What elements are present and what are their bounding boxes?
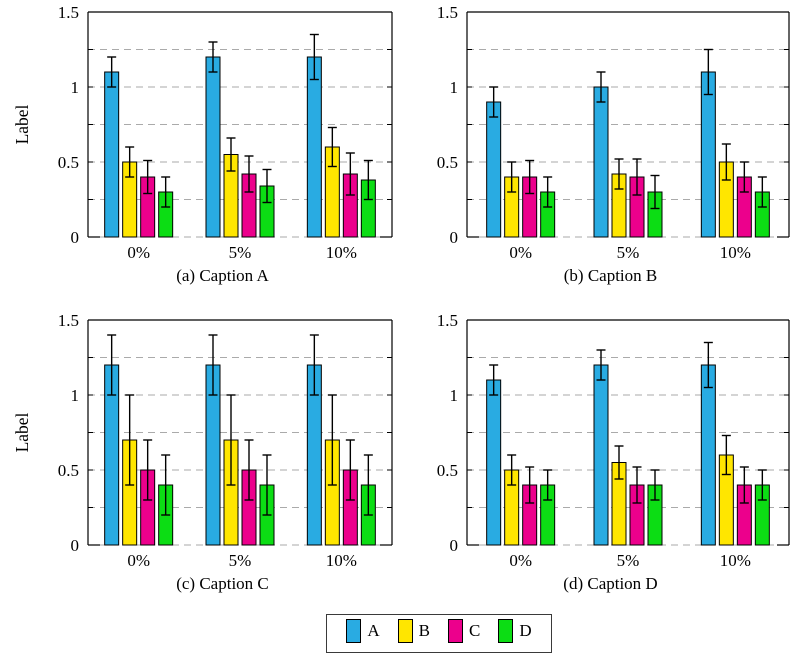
chart-caption-b: (b) Caption B [563,266,658,285]
bar-chart-a: 0 0.5 1 1.5 Label 0% 5% 10% [12,3,393,262]
legend-item-B: B [397,619,430,643]
legend-label: B [418,621,430,640]
bar-A-10% [306,56,322,238]
y-tick-label: 1.5 [58,3,79,22]
y-tick-label: 1.5 [437,311,458,330]
chart-grid: 0 0.5 1 1.5 Label 0% 5% 10% (a) Caption A 0 0.5 1… [0,0,794,594]
bar-A-10% [700,71,716,238]
subplot-c: 0 0.5 1 1.5 Label 0% 5% 10% (c) Caption C [0,308,397,594]
legend-swatch-C [448,619,463,643]
legend-item-C: C [448,619,480,643]
bar-A-5% [593,86,609,238]
legend: A B C D [326,614,552,653]
x-tick-label: 10% [720,551,751,570]
subplot-a: 0 0.5 1 1.5 Label 0% 5% 10% (a) Caption A [0,0,397,286]
y-tick-label: 1.5 [58,311,79,330]
x-tick-label: 5% [229,243,252,262]
y-tick-label: 0 [450,228,459,247]
x-tick-label: 10% [326,243,357,262]
bar-A-0% [486,101,502,238]
y-tick-label: 0 [450,536,459,555]
y-axis-label: Label [12,104,32,144]
legend-item-D: D [498,619,532,643]
legend-label: D [519,621,532,640]
chart-caption-d: (d) Caption D [563,574,658,593]
bar-A-0% [104,71,120,238]
bar-chart-b: 0 0.5 1 1.5 0% 5% 10% [437,3,790,262]
subplot-b-figure: 0 0.5 1 1.5 0% 5% 10% (b) Caption B [397,0,794,286]
x-tick-label: 0% [509,243,532,262]
x-tick-label: 5% [617,551,640,570]
x-tick-label: 5% [617,243,640,262]
legend-swatch-A [346,619,362,643]
legend-swatch-D [498,619,514,643]
x-tick-label: 5% [229,551,252,570]
y-tick-label: 0.5 [437,153,458,172]
y-tick-label: 0.5 [437,461,458,480]
legend-label: A [367,621,380,640]
y-tick-label: 0.5 [58,461,79,480]
y-tick-label: 1 [450,78,459,97]
subplot-c-figure: 0 0.5 1 1.5 Label 0% 5% 10% (c) Caption C [0,308,397,594]
bar-A-0% [486,379,502,546]
x-tick-label: 10% [720,243,751,262]
y-tick-label: 0 [71,536,80,555]
subplot-d: 0 0.5 1 1.5 0% 5% 10% (d) Caption D [397,308,794,594]
subplot-a-figure: 0 0.5 1 1.5 Label 0% 5% 10% (a) Caption A [0,0,397,286]
bar-A-5% [205,56,221,238]
legend-row: A B C D [0,614,794,653]
legend-swatch-B [397,619,413,643]
x-tick-label: 0% [127,243,150,262]
legend-item-A: A [346,619,380,643]
y-tick-label: 1.5 [437,3,458,22]
y-tick-label: 1 [71,386,80,405]
x-tick-label: 10% [326,551,357,570]
subplot-d-figure: 0 0.5 1 1.5 0% 5% 10% (d) Caption D [397,308,794,594]
chart-caption-c: (c) Caption C [176,574,269,593]
y-tick-label: 0.5 [58,153,79,172]
bar-A-5% [593,364,609,546]
bar-A-10% [700,364,716,546]
y-axis-label: Label [12,412,32,452]
x-tick-label: 0% [127,551,150,570]
y-tick-label: 1 [71,78,80,97]
y-tick-label: 1 [450,386,459,405]
subplot-b: 0 0.5 1 1.5 0% 5% 10% (b) Caption B [397,0,794,286]
y-tick-label: 0 [71,228,80,247]
legend-label: C [469,621,481,640]
x-tick-label: 0% [509,551,532,570]
chart-caption-a: (a) Caption A [176,266,269,285]
bar-chart-d: 0 0.5 1 1.5 0% 5% 10% [437,311,790,570]
bar-chart-c: 0 0.5 1 1.5 Label 0% 5% 10% [12,311,393,570]
